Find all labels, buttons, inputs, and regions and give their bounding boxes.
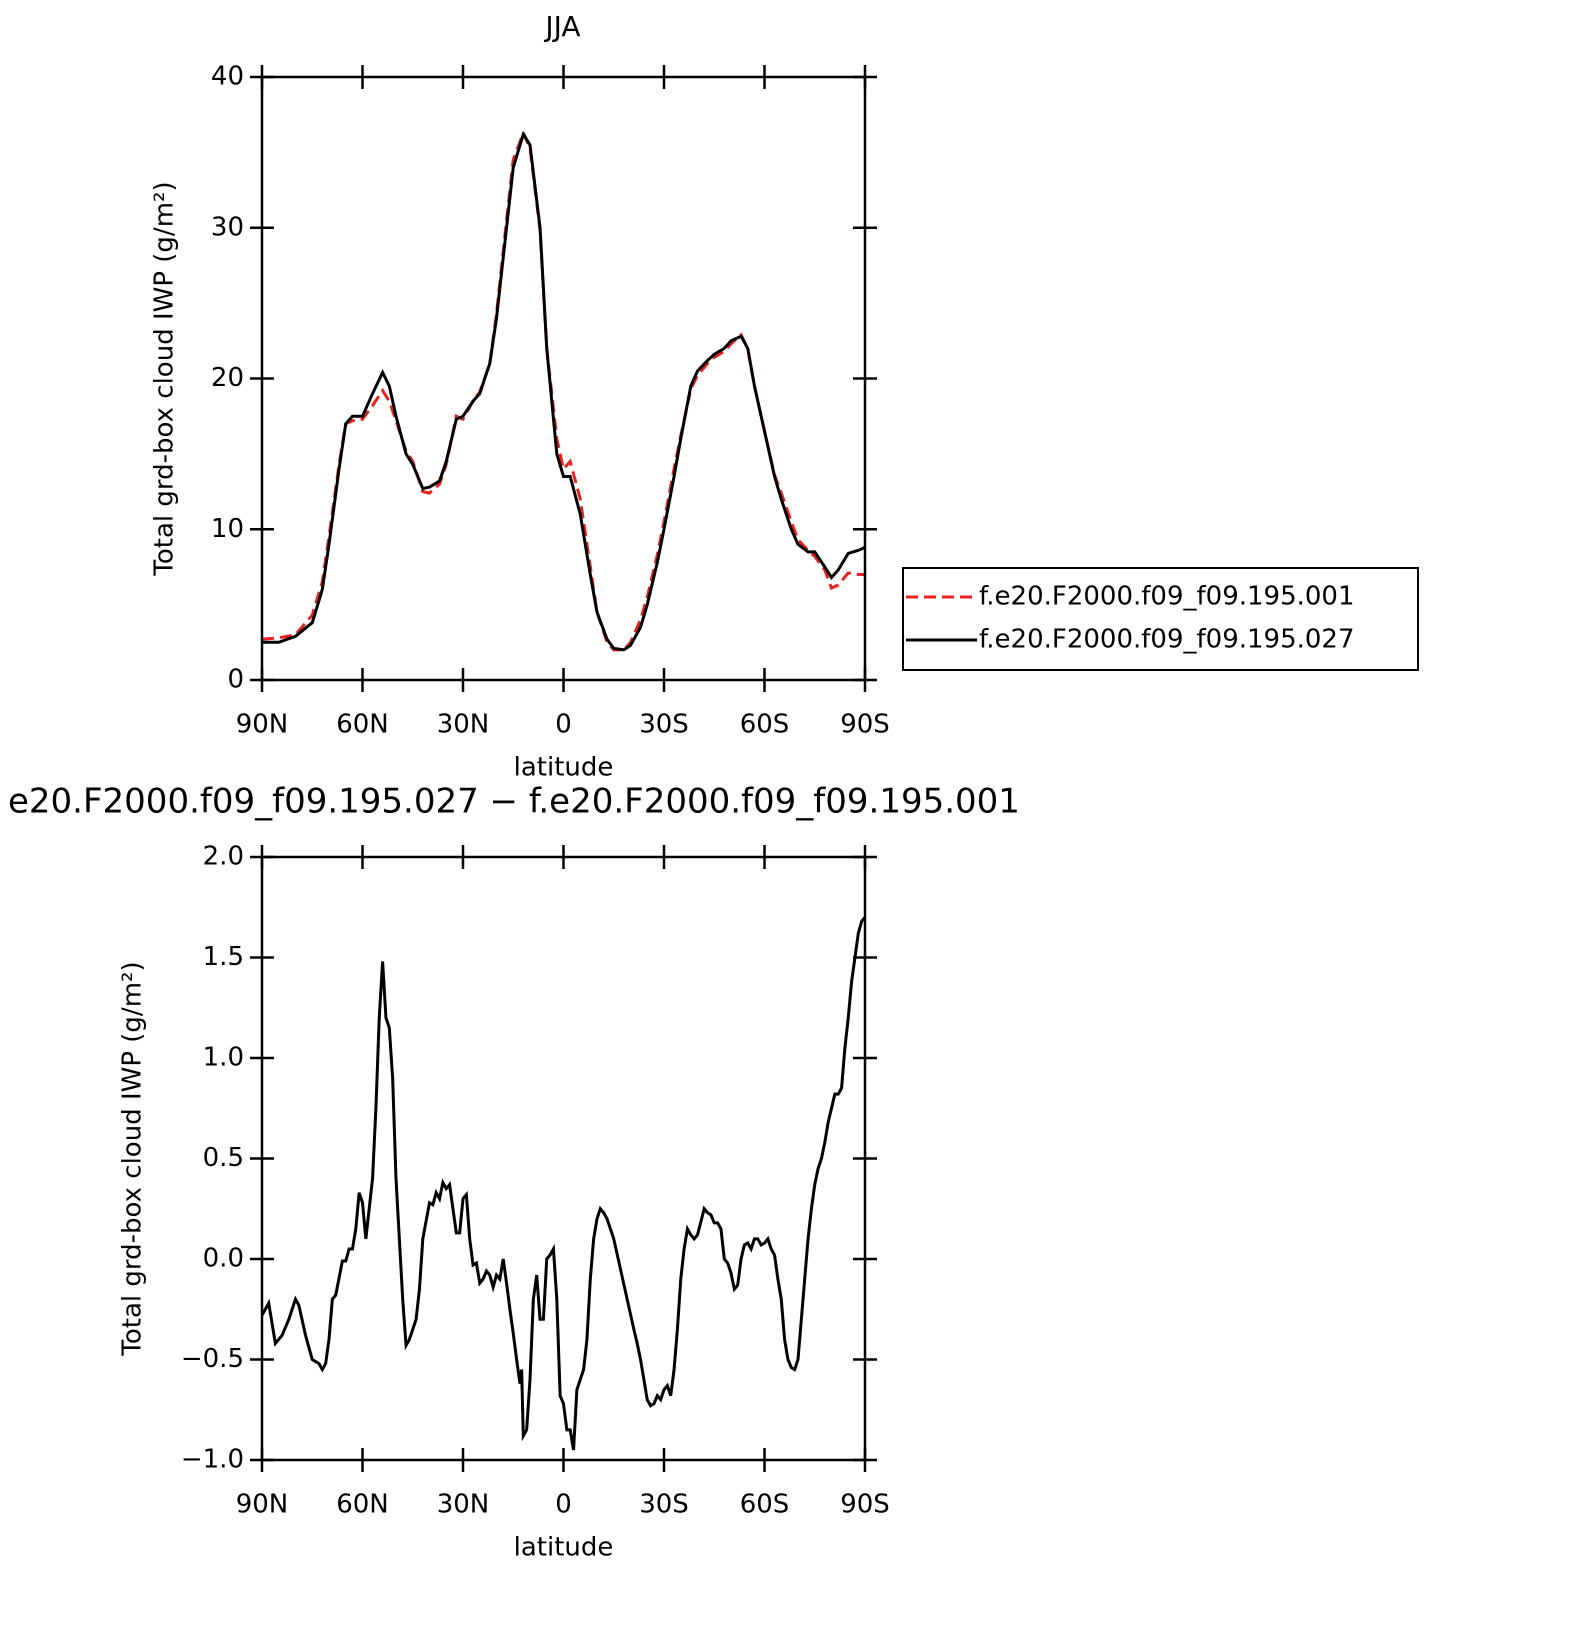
x-tick-label: 60N <box>336 710 389 740</box>
y-tick-label: 2.0 <box>203 842 244 872</box>
x-tick-label: 30N <box>437 1490 490 1520</box>
x-tick-label: 90S <box>840 710 890 740</box>
plot-frame <box>260 855 867 1462</box>
legend-box <box>902 567 1419 671</box>
plot-frame <box>260 75 867 682</box>
legend-label: f.e20.F2000.f09_f09.195.027 <box>979 625 1355 655</box>
x-tick-label: 0 <box>555 1490 572 1520</box>
y-axis-label: Total grd-box cloud IWP (g/m²) <box>150 181 180 576</box>
x-tick-label: 30S <box>639 710 689 740</box>
chart-title: JJA <box>543 10 580 43</box>
x-tick-label: 60N <box>336 1490 389 1520</box>
y-tick-label: 10 <box>211 514 244 544</box>
x-tick-label: 30S <box>639 1490 689 1520</box>
data-line <box>260 916 867 1451</box>
y-tick-label: 20 <box>211 363 244 393</box>
data-line <box>262 130 866 652</box>
y-tick-label: 0.5 <box>203 1143 244 1173</box>
y-tick-label: −1.0 <box>181 1445 244 1475</box>
chart-title: e20.F2000.f09_f09.195.027 − f.e20.F2000.… <box>8 782 1020 822</box>
x-tick-label: 0 <box>555 710 572 740</box>
legend-label: f.e20.F2000.f09_f09.195.001 <box>979 582 1355 612</box>
x-tick-label: 90N <box>236 710 289 740</box>
y-tick-label: 30 <box>211 212 244 242</box>
x-axis-label: latitude <box>514 753 614 783</box>
y-tick-label: 0 <box>227 665 244 695</box>
y-tick-label: 1.5 <box>203 942 244 972</box>
x-tick-label: 90S <box>840 1490 890 1520</box>
y-tick-label: 1.0 <box>203 1043 244 1073</box>
y-tick-label: −0.5 <box>181 1344 244 1374</box>
y-axis-label: Total grd-box cloud IWP (g/m²) <box>118 961 148 1356</box>
x-tick-label: 30N <box>437 710 490 740</box>
x-tick-label: 60S <box>740 710 790 740</box>
y-tick-label: 40 <box>211 62 244 92</box>
x-tick-label: 60S <box>740 1490 790 1520</box>
x-axis-label: latitude <box>514 1533 614 1563</box>
data-line <box>261 128 865 652</box>
y-tick-label: 0.0 <box>203 1244 244 1274</box>
x-tick-label: 90N <box>236 1490 289 1520</box>
